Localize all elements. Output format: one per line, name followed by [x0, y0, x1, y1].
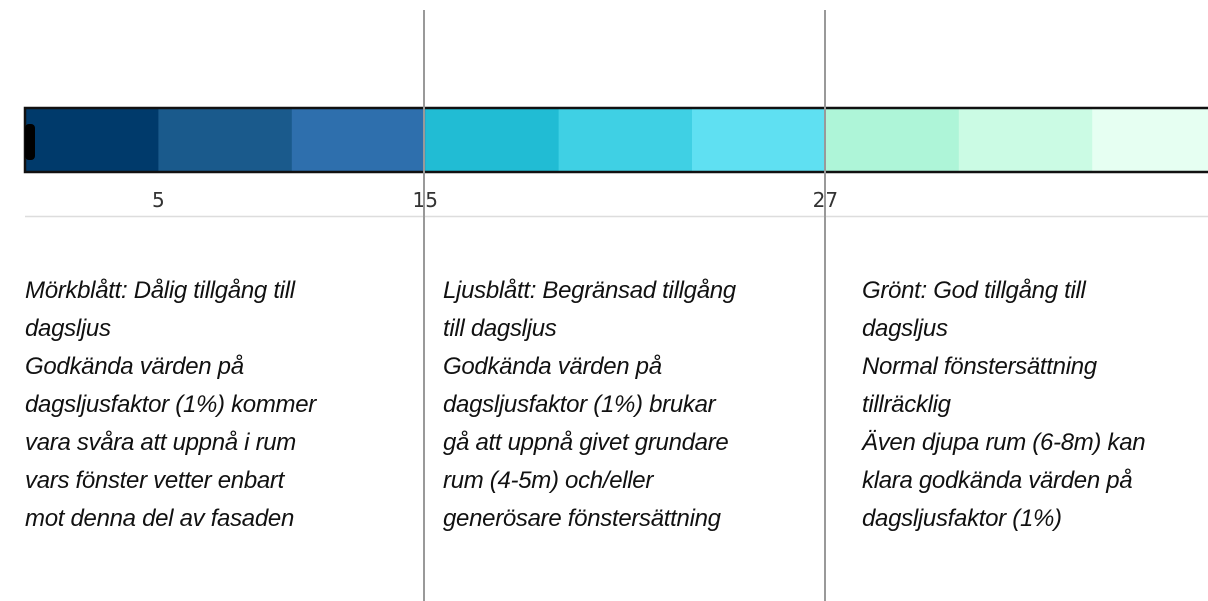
- text-line: dagsljus: [862, 315, 948, 342]
- text-line: Normal fönstersättning: [862, 353, 1097, 380]
- segment: [1092, 108, 1208, 172]
- tick-label: 5: [152, 188, 165, 212]
- text-line: tillräcklig: [862, 391, 951, 418]
- text-line: vars fönster vetter enbart: [25, 467, 284, 494]
- text-line: till dagsljus: [443, 315, 557, 342]
- text-line: gå att uppnå givet grundare: [443, 429, 729, 456]
- segment: [692, 108, 827, 172]
- text-line: dagsljusfaktor (1%): [862, 505, 1062, 532]
- segment: [825, 108, 960, 172]
- segments: [25, 108, 1208, 172]
- text-line: vara svåra att uppnå i rum: [25, 429, 297, 456]
- tick-strip: [25, 172, 1208, 216]
- text-line: Ljusblått: Begränsad tillgång: [443, 277, 736, 304]
- segment: [558, 108, 693, 172]
- text-line: mot denna del av fasaden: [25, 505, 294, 532]
- text-line: dagsljusfaktor (1%) kommer: [25, 391, 316, 418]
- segment: [291, 108, 427, 172]
- segment: [425, 108, 560, 172]
- text-line: Godkända värden på: [443, 353, 662, 380]
- text-line: Även djupa rum (6-8m) kan: [862, 429, 1146, 456]
- left-handle: [25, 124, 35, 160]
- description-column: Mörkblått: Dålig tillgång till dagsljus Go…: [25, 272, 316, 538]
- text-line: generösare fönstersättning: [443, 505, 721, 532]
- text-line: Mörkblått: Dålig tillgång till: [25, 277, 295, 304]
- text-line: Grönt: God tillgång till: [862, 277, 1086, 304]
- description-column: Grönt: God tillgång till dagsljus Normal f…: [862, 272, 1146, 538]
- tick-label: 15: [412, 188, 437, 212]
- segment: [25, 108, 160, 172]
- text-line: klara godkända värden på: [862, 467, 1133, 494]
- segment: [158, 108, 293, 172]
- text-line: Godkända värden på: [25, 353, 244, 380]
- text-line: dagsljusfaktor (1%) brukar: [443, 391, 716, 418]
- text-line: rum (4-5m) och/eller: [443, 467, 654, 494]
- segment: [958, 108, 1094, 172]
- description-column: Ljusblått: Begränsad tillgång till dagslj…: [443, 272, 736, 538]
- text-line: dagsljus: [25, 315, 111, 342]
